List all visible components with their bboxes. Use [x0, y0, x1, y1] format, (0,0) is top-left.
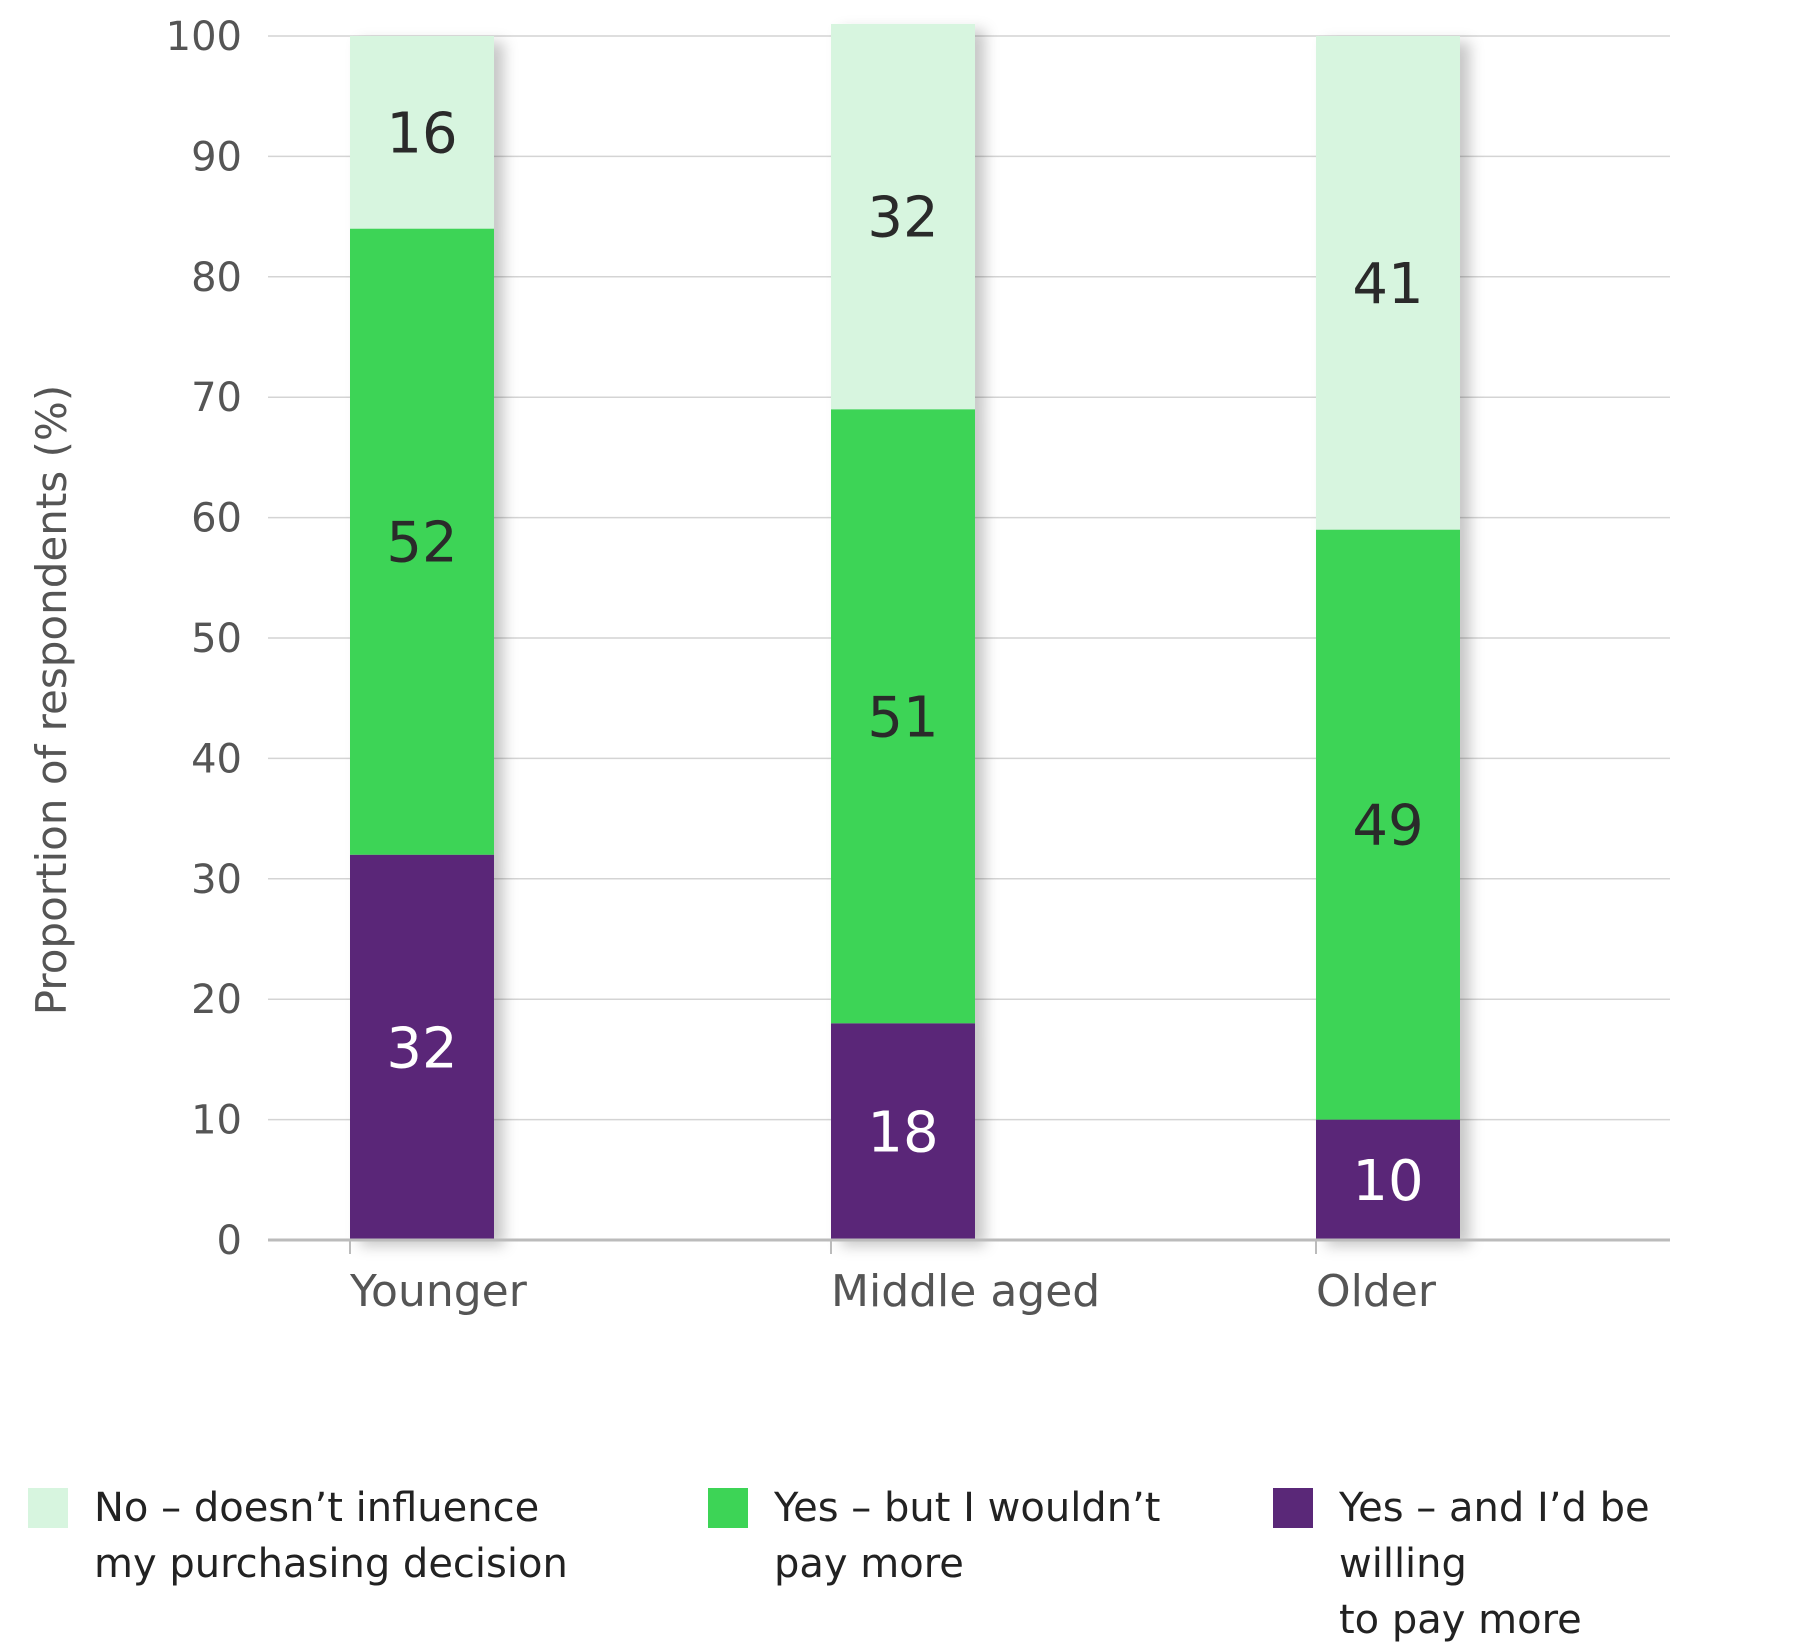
y-tick-label: 30	[191, 857, 242, 903]
bar-segment	[1316, 529, 1460, 1120]
data-label: 18	[867, 1101, 938, 1166]
bar-segment	[831, 409, 975, 1024]
y-tick-label: 100	[166, 14, 242, 60]
legend-item-yes-no-more: Yes – but I wouldn’t pay more	[708, 1480, 1160, 1592]
bar-stack	[1316, 36, 1460, 1240]
bar-segment	[831, 1023, 975, 1240]
legend-swatch-yes-no-more	[708, 1488, 748, 1528]
y-axis-title: Proportion of respondents (%)	[27, 385, 76, 1015]
y-tick-label: 20	[191, 977, 242, 1023]
data-label: 52	[386, 511, 457, 576]
legend-item-no: No – doesn’t influence my purchasing dec…	[28, 1480, 568, 1592]
data-label: 10	[1352, 1149, 1423, 1214]
y-tick-label: 60	[191, 496, 242, 542]
stacked-bar-chart: 0 10 20 30 40 50 60 70 80 90 100 32 52 16 18 51 32 10 49 4…	[27, 14, 1670, 1317]
data-label: 51	[867, 685, 938, 750]
y-tick-label: 90	[191, 134, 242, 180]
bar-stack	[831, 23, 975, 1240]
bar-segment	[350, 36, 494, 229]
y-tick-label: 40	[191, 736, 242, 782]
legend-label-yes-pay-more: Yes – and I’d be willing to pay more	[1339, 1485, 1650, 1643]
bars: 32 52 16 18 51 32 10 49 41	[350, 23, 1460, 1240]
data-label: 49	[1352, 794, 1423, 859]
legend-label-yes-no-more: Yes – but I wouldn’t pay more	[774, 1485, 1161, 1587]
x-axis: Younger Middle aged Older	[268, 1238, 1670, 1317]
x-tick-label: Older	[1316, 1266, 1437, 1317]
data-label: 32	[386, 1016, 457, 1081]
y-tick-label: 70	[191, 375, 242, 421]
bar-segment	[831, 23, 975, 410]
legend: No – doesn’t influence my purchasing dec…	[28, 1480, 1788, 1643]
y-tick-label: 10	[191, 1098, 242, 1144]
data-label: 32	[867, 186, 938, 251]
legend-swatch-yes-pay-more	[1273, 1488, 1313, 1528]
bar-segment	[1316, 1119, 1460, 1240]
bar-segment	[350, 854, 494, 1240]
data-label: 16	[386, 101, 457, 166]
data-label: 41	[1352, 252, 1423, 317]
bar-segment	[350, 228, 494, 855]
y-axis: 0 10 20 30 40 50 60 70 80 90 100	[166, 14, 242, 1264]
legend-swatch-no	[28, 1488, 68, 1528]
x-tick-label: Younger	[349, 1266, 528, 1317]
y-tick-label: 80	[191, 255, 242, 301]
y-tick-label: 0	[217, 1218, 242, 1264]
legend-item-yes-pay-more: Yes – and I’d be willing to pay more	[1273, 1480, 1788, 1648]
legend-label-no: No – doesn’t influence my purchasing dec…	[94, 1485, 568, 1587]
x-tick-label: Middle aged	[831, 1266, 1100, 1317]
y-tick-label: 50	[191, 616, 242, 662]
bar-segment	[1316, 36, 1460, 530]
bar-stack	[350, 36, 494, 1240]
